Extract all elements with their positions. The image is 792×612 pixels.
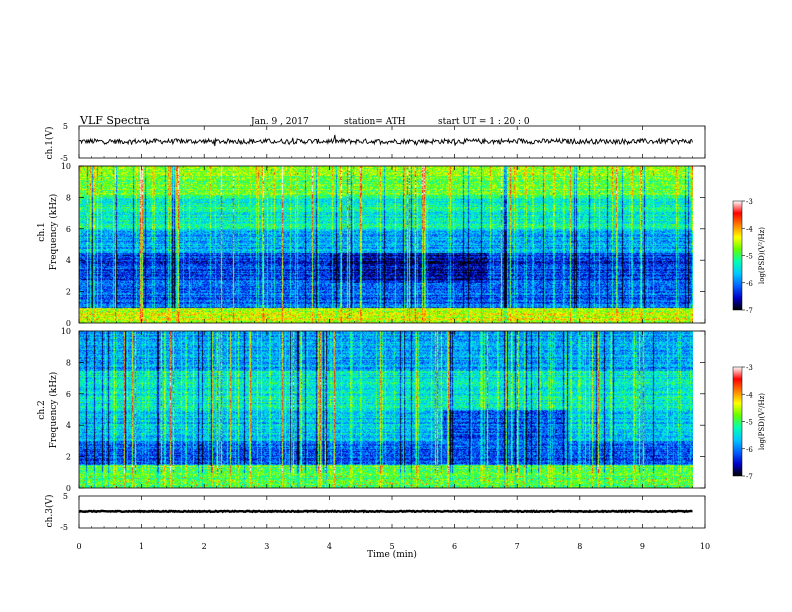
ch2-spectrogram-image (79, 331, 693, 488)
ch1-trace (78, 134, 693, 147)
y-tick-label: 0 (66, 319, 71, 328)
time-tick-label: 1 (139, 542, 144, 551)
y-tick-label: 6 (66, 390, 71, 399)
ch2-spec-ylabel-frequency: Frequency (kHz) (48, 372, 59, 449)
ch3-ytick-top: 5 (63, 492, 68, 501)
colorbar-tick-label: -3 (746, 198, 753, 206)
time-axis-ticks: 0 1 2 3 4 5 6 7 8 9 10 (76, 126, 710, 551)
colorbar-label: log(PSD)(V²/Hz) (758, 393, 766, 450)
y-tick-label: 2 (66, 288, 71, 297)
time-tick-label: 3 (264, 542, 269, 551)
y-tick-label: 8 (66, 358, 71, 367)
time-tick-label: 2 (202, 542, 207, 551)
time-tick-label: 10 (700, 542, 710, 551)
ch2-spec-yticks: 0 2 4 6 8 10 (61, 327, 705, 493)
ch1-spec-ylabel-frequency: Frequency (kHz) (48, 194, 59, 271)
time-tick-label: 4 (327, 542, 332, 551)
time-tick-label: 6 (452, 542, 457, 551)
colorbar-label: log(PSD)(V²/Hz) (758, 227, 766, 284)
y-tick-label: 4 (66, 256, 71, 265)
ch1-ylabel: ch.1(V) (44, 127, 55, 160)
ch3-ytick-bottom: -5 (60, 523, 68, 532)
colorbar-tick-label: -4 (746, 225, 753, 233)
figure-title: VLF Spectra (79, 114, 150, 127)
station-label: station= ATH (344, 117, 406, 127)
colorbar-tick-label: -5 (746, 419, 753, 427)
ch1-spectrogram-image (79, 166, 693, 323)
ch2-spectrogram-panel: ch.2 Frequency (kHz) 0 2 4 6 8 10 -3 -4 -5 -6 -7 l… (37, 327, 766, 493)
y-tick-label: 8 (66, 193, 71, 202)
ch3-trace (78, 509, 693, 514)
ch2-colorbar: -3 -4 -5 -6 -7 log(PSD)(V²/Hz) (732, 364, 766, 481)
ch1-waveform-panel: ch.1(V) 5 -5 (44, 122, 706, 163)
start-time-label: start UT = 1 : 20 : 0 (438, 117, 530, 127)
colorbar-tick-label: -5 (746, 253, 753, 261)
ch1-ytick-bottom: -5 (60, 154, 68, 163)
ch3-waveform-panel: ch.3(V) 5 -5 0 1 2 3 4 5 6 7 8 9 10 Time (min) (44, 126, 710, 560)
y-tick-label: 0 (66, 484, 71, 493)
ch1-colorbar: -3 -4 -5 -6 -7 log(PSD)(V²/Hz) (732, 198, 766, 315)
y-tick-label: 4 (66, 421, 71, 430)
date-label: Jan. 9 , 2017 (250, 117, 309, 127)
ch1-spectrogram-panel: ch.1 Frequency (kHz) 0 2 4 6 8 10 -3 -4 -5 -6 -7 l… (37, 162, 766, 328)
ch1-ytick-top: 5 (63, 122, 68, 131)
colorbar-tick-label: -7 (746, 473, 753, 481)
ch2-spec-ylabel-channel: ch.2 (37, 400, 47, 419)
ch3-ylabel: ch.3(V) (44, 495, 55, 528)
y-tick-label: 2 (66, 453, 71, 462)
colorbar-scale (732, 200, 743, 311)
time-tick-label: 8 (577, 542, 582, 551)
y-tick-label: 10 (61, 327, 71, 336)
colorbar-tick-label: -7 (746, 307, 753, 315)
colorbar-tick-label: -3 (746, 364, 753, 372)
time-tick-label: 7 (515, 542, 520, 551)
time-tick-label: 5 (389, 542, 394, 551)
time-tick-label: 9 (640, 542, 645, 551)
colorbar-tick-label: -6 (746, 280, 753, 288)
y-tick-label: 6 (66, 225, 71, 234)
ch1-spec-yticks: 0 2 4 6 8 10 (61, 162, 705, 328)
y-tick-label: 10 (61, 162, 71, 171)
ch1-spec-ylabel-channel: ch.1 (37, 222, 47, 241)
colorbar-scale (732, 366, 743, 477)
time-tick-label: 0 (76, 542, 81, 551)
time-axis-label: Time (min) (367, 549, 417, 560)
colorbar-tick-label: -6 (746, 446, 753, 454)
colorbar-tick-label: -4 (746, 391, 753, 399)
